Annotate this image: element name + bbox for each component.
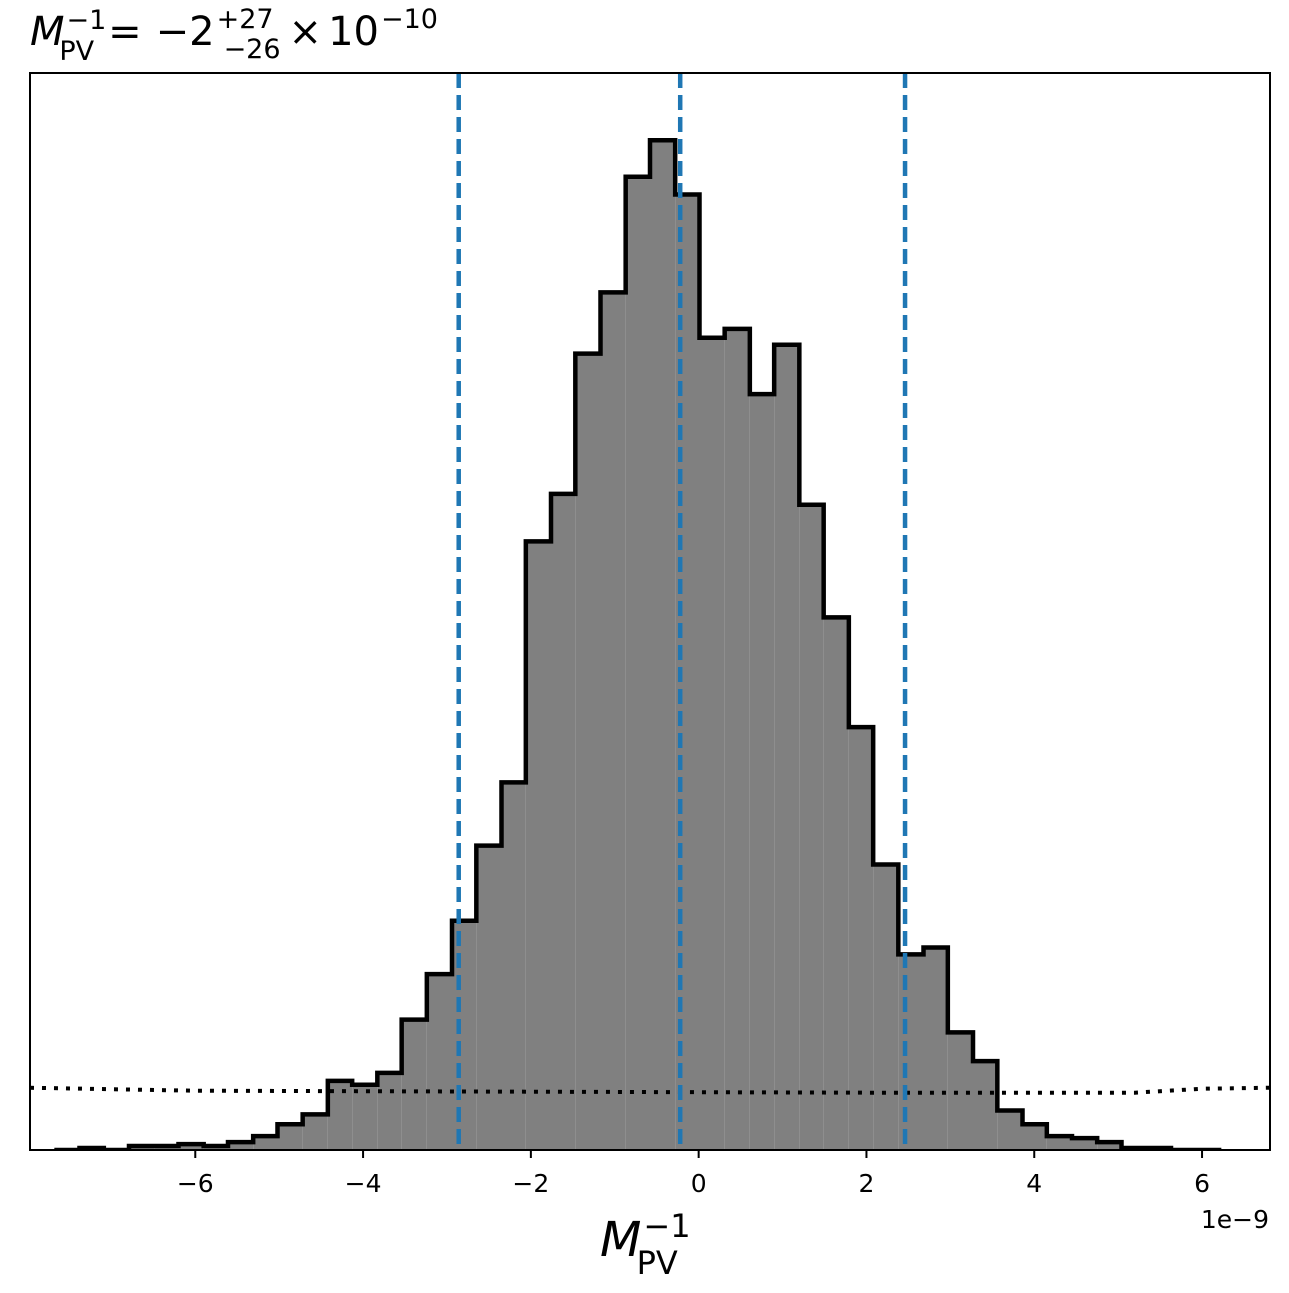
histogram-outline (54, 137, 1222, 1150)
title-symbol-sub: PV (59, 36, 94, 67)
histogram-bar (1097, 1142, 1122, 1150)
title-symbol-sup: −1 (67, 5, 107, 36)
histogram-bar (848, 727, 874, 1150)
histogram-bar (352, 1084, 378, 1150)
histogram-bar (501, 782, 526, 1150)
histogram-bar (625, 176, 650, 1150)
histogram-bar (302, 1114, 328, 1150)
histogram-bar (600, 292, 626, 1150)
histogram-bar (253, 1136, 278, 1150)
histogram-bar (873, 864, 899, 1150)
histogram-bar (799, 504, 824, 1150)
histogram-bar (1022, 1124, 1047, 1150)
histogram-bar (575, 353, 601, 1150)
histogram-bar (452, 920, 477, 1150)
histogram-bar (1046, 1136, 1073, 1150)
plot-area: −6 −4 −2 0 2 4 6 (29, 72, 1271, 1198)
title-upper: +27 (217, 4, 274, 35)
histogram-bar (898, 954, 924, 1150)
title-exponent: −10 (381, 4, 438, 35)
histogram-bar (923, 947, 948, 1150)
histogram-bar (377, 1072, 402, 1150)
histogram-bar (525, 541, 552, 1150)
x-tick-label: −4 (345, 1169, 382, 1198)
histogram-bar (973, 1061, 998, 1150)
histogram-bar (1072, 1138, 1098, 1150)
xlabel-sup: −1 (643, 1207, 690, 1245)
histogram-bar (178, 1144, 204, 1150)
x-offset-label: 1e−9 (1201, 1205, 1269, 1234)
x-tick-label: 0 (691, 1169, 707, 1198)
histogram-bar (476, 845, 502, 1150)
histogram-bar (997, 1110, 1023, 1150)
histogram-bar (551, 493, 576, 1150)
histogram-bar (699, 337, 725, 1150)
x-tick-label: 6 (1194, 1169, 1210, 1198)
title-value: −2 (156, 9, 215, 55)
title-times: × (289, 9, 323, 55)
xlabel-symbol: M (600, 1212, 641, 1268)
x-axis-label: M−1 PV (600, 1207, 691, 1282)
title-symbol: M (30, 9, 65, 55)
x-tick-label: 4 (1026, 1169, 1042, 1198)
x-tick-label: −6 (177, 1169, 214, 1198)
histogram-bar (277, 1124, 303, 1150)
histogram-bar (823, 617, 849, 1150)
plot-frame (29, 72, 1271, 1151)
histogram-bar (650, 140, 676, 1150)
histogram-bar (401, 1019, 427, 1150)
histogram-bar (426, 974, 453, 1150)
histogram-bar (774, 344, 800, 1150)
title-equals: = (108, 9, 142, 55)
x-tick-label: −2 (512, 1169, 549, 1198)
histogram-bar (724, 328, 750, 1150)
chart-title: M−1 PV = −2+27 −26 × 10−10 (30, 4, 438, 67)
histogram-bar (749, 394, 775, 1150)
plot-content (30, 73, 1270, 1150)
title-lower: −26 (224, 34, 281, 65)
histogram-bar (227, 1142, 254, 1150)
xlabel-sub: PV (637, 1244, 678, 1282)
title-mantissa: 10 (328, 9, 379, 55)
x-tick-label: 2 (859, 1169, 875, 1198)
